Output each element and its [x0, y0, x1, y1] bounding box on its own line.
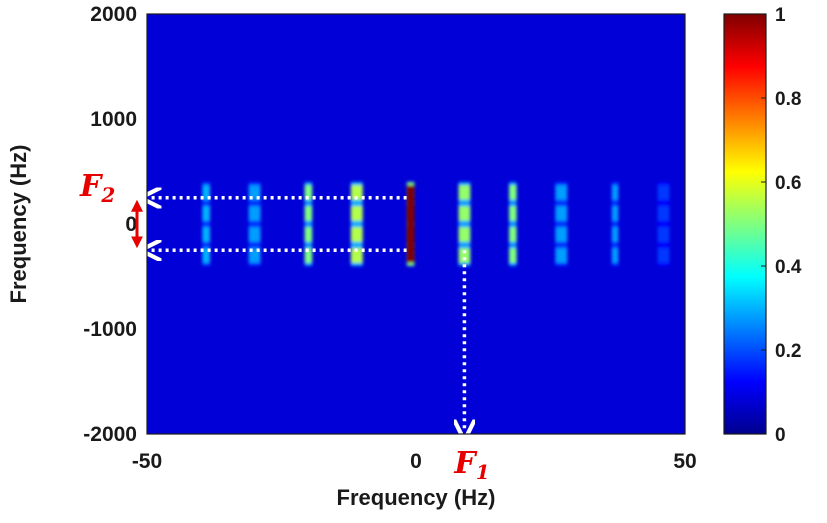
x-axis-label: Frequency (Hz) — [337, 485, 496, 510]
spectral-line — [202, 182, 210, 266]
spectral-line — [350, 182, 363, 266]
plot-background — [147, 14, 685, 434]
colorbar-tick-label: 1 — [775, 5, 786, 26]
f2-label: F2 — [79, 169, 115, 207]
annotation-arrows — [151, 198, 464, 430]
x-tick-label: 50 — [673, 450, 696, 473]
spectral-line — [458, 182, 471, 266]
colorbar — [723, 13, 767, 435]
y-tick-label: 0 — [125, 213, 137, 236]
colorbar-tick-label: 0.2 — [775, 341, 801, 362]
spectral-line — [248, 182, 261, 266]
spectral-line — [406, 182, 415, 266]
colorbar-ticks: 1 0.8 0.6 0.4 0.2 0 — [761, 5, 802, 446]
x-axis-ticks: -50 0 50 — [132, 450, 697, 473]
y-tick-label: 2000 — [90, 3, 137, 26]
y-tick-label: 1000 — [90, 108, 137, 131]
colorbar-tick-label: 0.6 — [775, 173, 801, 194]
x-tick-label: 0 — [410, 450, 422, 473]
y-axis-label: Frequency (Hz) — [6, 145, 31, 304]
colorbar-tick-label: 0.4 — [775, 257, 802, 278]
colorbar-tick-label: 0 — [775, 425, 786, 446]
spectral-line — [304, 182, 313, 266]
f1-label: F1 — [453, 446, 489, 484]
x-tick-label: -50 — [132, 450, 162, 473]
y-tick-label: -2000 — [83, 423, 137, 446]
spectral-line — [509, 182, 517, 266]
y-axis-ticks: 2000 1000 0 -1000 -2000 — [83, 3, 137, 446]
spectral-line — [611, 182, 619, 266]
y-tick-label: -1000 — [83, 318, 137, 341]
spectral-lines — [202, 182, 670, 266]
colorbar-tick-label: 0.8 — [775, 89, 801, 110]
spectral-line — [657, 182, 670, 266]
plot-frame — [146, 13, 686, 435]
spectral-line — [555, 182, 568, 266]
